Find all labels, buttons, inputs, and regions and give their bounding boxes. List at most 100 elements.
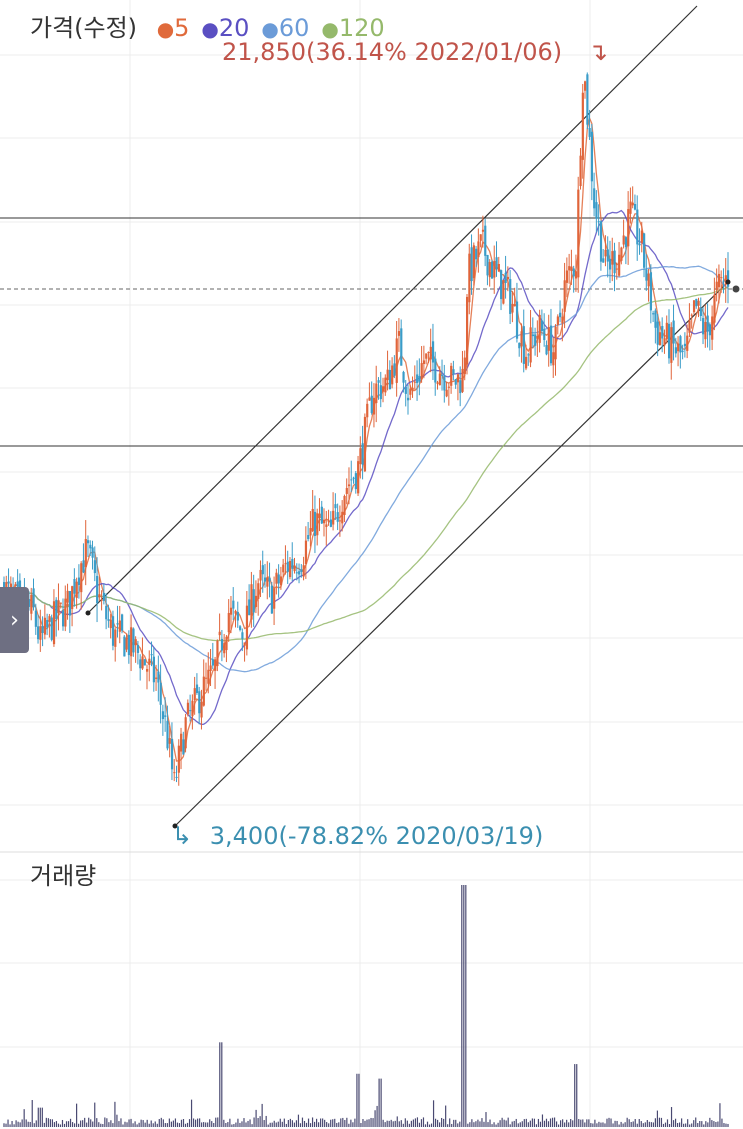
candle-body [161,711,165,720]
candle-body [409,388,412,395]
candle-body [204,677,208,679]
candle-body [384,377,387,393]
candle-body [282,564,285,573]
candle-body [511,303,514,313]
candle-body [130,627,133,657]
candle-body [91,547,94,558]
candle-body [504,272,507,283]
candle-body [624,237,628,247]
candle-body [520,331,523,347]
candle-body [613,250,616,274]
candle-body [404,386,407,394]
candle-body [722,280,725,282]
candle-body [715,281,718,291]
candle-body [338,520,342,522]
ma-legend-20[interactable]: ●20 [195,14,249,42]
candle-body [720,277,723,279]
candle-body [579,155,582,187]
candle-body [43,617,47,635]
candle-body [354,473,357,490]
candle-body [16,581,19,587]
candle-body [456,374,460,383]
candle-body [665,322,668,340]
candle-body [41,625,44,633]
candle-body [565,270,569,283]
candle-body [62,610,65,627]
candle-body [64,598,67,627]
candle-body [584,81,587,91]
ma-legend-5[interactable]: ●5 [151,14,190,42]
candle-body [377,380,380,383]
candle-body [291,558,294,569]
candle-body [334,504,337,509]
candle-body [111,616,115,646]
candle-body [155,677,158,679]
low-marker-icon: ↳ [172,822,193,850]
candle-body [413,381,416,383]
candle-body [152,656,155,683]
candle-body [200,701,203,718]
candle-body [307,535,310,540]
candle-body [506,276,510,280]
candle-body [357,461,360,494]
candle-body [538,314,541,343]
candle-body [699,308,702,317]
candle-body [48,616,51,622]
candle-body [638,243,641,246]
ma-legend-60[interactable]: ●60 [255,14,309,42]
candle-body [481,229,485,232]
candle-body [123,636,126,657]
candle-body [75,581,78,598]
candle-body [672,320,675,344]
candle-body [677,343,680,352]
volume-bars [3,885,729,1127]
candle-body [343,495,346,515]
candle-body [259,569,262,581]
candle-body [286,561,289,572]
candle-body [606,249,609,262]
candle-body [468,253,471,303]
candle-body [386,369,389,381]
candle-body [234,610,237,614]
candle-body [300,569,303,572]
candle-body [602,258,605,263]
candle-body [239,626,242,630]
candle-body [139,659,142,669]
candle-body [275,572,278,584]
candle-body [640,230,643,243]
candle-body [434,358,437,383]
candle-body [168,738,171,744]
candle-body [636,209,639,245]
candle-body [216,640,219,667]
ma-line-120 [3,286,729,642]
candle-body [89,544,92,549]
candle-body [527,354,530,356]
candle-body [663,338,666,346]
candle-body [243,642,246,646]
candle-body [652,313,655,315]
candle-body [475,248,478,260]
candle-body [416,374,419,384]
candle-body [18,580,22,589]
candle-body [77,577,81,586]
legend-dot-icon: ● [156,17,175,41]
candle-body [284,563,287,565]
candle-body [189,710,192,712]
candle-body [80,563,83,593]
candle-body [420,363,423,380]
candle-body [547,327,550,351]
candle-body [497,264,500,272]
candle-body [141,656,144,669]
ma-legend-items[interactable]: ●5 ●20 ●60 ●120 [145,14,385,42]
ma-legend-120[interactable]: ●120 [315,14,384,42]
candle-body [320,506,323,524]
side-panel-toggle-button[interactable]: › [0,587,29,653]
candle-body [180,733,183,752]
candle-body [572,268,575,277]
candle-body [361,443,364,465]
high-annotation: 21,850(36.14% 2022/01/06) ↴ [222,38,608,66]
candle-body [531,334,535,337]
candle-body [229,607,233,615]
extreme-markers [85,279,731,829]
